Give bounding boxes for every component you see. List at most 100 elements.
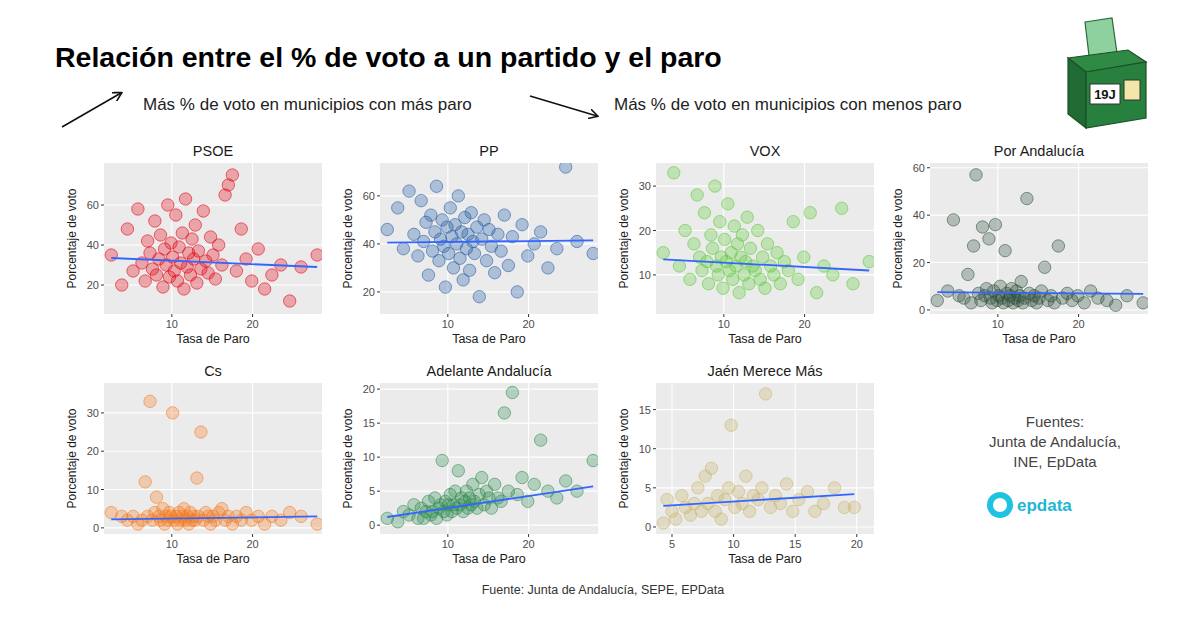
tick-mark (101, 285, 104, 286)
point (780, 478, 792, 490)
point (551, 243, 563, 255)
tick-label: 20 (522, 538, 534, 550)
tick-label: 10 (639, 443, 651, 455)
tick-mark (733, 534, 734, 537)
y-axis-label: Porcentaje de voto (341, 188, 355, 288)
point (141, 235, 153, 247)
tick-label: 20 (246, 318, 258, 330)
point (798, 251, 810, 263)
ballot-icon: 19J (1068, 18, 1146, 128)
x-axis-label: Tasa de Paro (452, 552, 526, 566)
point (392, 202, 404, 214)
point (962, 268, 974, 280)
point (480, 255, 492, 267)
point (139, 275, 151, 287)
tick-mark (653, 186, 656, 187)
grid-line (656, 448, 874, 449)
point (465, 206, 477, 218)
point (691, 189, 703, 201)
point (191, 277, 203, 289)
point (439, 281, 451, 293)
panel: 1020204060PPTasa de ParoPorcentaje de vo… (341, 143, 599, 346)
x-axis-label: Tasa de Paro (176, 332, 250, 346)
tick-label: 20 (363, 286, 375, 298)
source-text: Fuentes: (1026, 413, 1084, 430)
point (759, 282, 771, 294)
point (718, 233, 730, 245)
tick-label: 15 (363, 417, 375, 429)
point (463, 264, 475, 276)
point (116, 279, 128, 291)
point (836, 202, 848, 214)
tick-mark (101, 489, 104, 490)
point (528, 238, 540, 250)
tick-mark (377, 243, 380, 244)
point (817, 497, 829, 509)
arrow-up (62, 93, 121, 127)
point (827, 269, 839, 281)
panel-title: Cs (204, 363, 222, 379)
tick-mark (252, 534, 253, 537)
box-flag (1124, 80, 1140, 100)
plot-background (930, 163, 1148, 314)
point (736, 229, 748, 241)
point (430, 180, 442, 192)
grid-line (930, 262, 1148, 263)
panel: 5101520051015Jaén Merece MásTasa de Paro… (617, 363, 874, 566)
tick-mark (101, 245, 104, 246)
point (1078, 297, 1090, 309)
point (684, 509, 696, 521)
panel-title: Jaén Merece Más (707, 363, 822, 379)
tick-label: 20 (851, 538, 863, 550)
grid-line (104, 412, 322, 413)
tick-label: 0 (919, 304, 925, 316)
tick-label: 40 (87, 239, 99, 251)
point (970, 169, 982, 181)
point (863, 255, 874, 267)
point (560, 163, 572, 173)
marks (931, 169, 1148, 312)
point (587, 247, 598, 259)
point (673, 260, 685, 272)
tick-mark (804, 314, 805, 317)
tick-label: 40 (363, 238, 375, 250)
point (741, 211, 753, 223)
tick-label: 5 (669, 538, 675, 550)
panel: 1020204060PSOETasa de ParoPorcentaje de … (65, 143, 323, 346)
point (412, 250, 424, 262)
trend-line (937, 292, 1143, 294)
point (698, 207, 710, 219)
point (397, 243, 409, 255)
point (105, 249, 117, 261)
point (587, 454, 598, 466)
point (415, 194, 427, 206)
point (195, 426, 207, 438)
tick-mark (653, 409, 656, 410)
box-front (1086, 62, 1146, 128)
annotation: Más % de voto en municipios con menos pa… (614, 95, 962, 114)
panel-title: VOX (750, 143, 781, 159)
tick-mark (997, 314, 998, 317)
point (1015, 275, 1027, 287)
point (756, 482, 768, 494)
grid-line (528, 383, 529, 534)
tick-label: 5 (369, 485, 375, 497)
tick-label: 10 (992, 318, 1004, 330)
point (661, 493, 673, 505)
box-label (1090, 84, 1120, 104)
grid-line (380, 389, 598, 390)
point (191, 472, 203, 484)
background (0, 0, 1200, 630)
tick-mark (927, 167, 930, 168)
tick-mark (101, 527, 104, 528)
point (381, 223, 393, 235)
point (657, 247, 669, 259)
point (792, 273, 804, 285)
point (743, 278, 755, 290)
point (216, 259, 228, 271)
point (139, 476, 151, 488)
point (121, 223, 133, 235)
point (166, 407, 178, 419)
point (722, 198, 734, 210)
point (976, 221, 988, 233)
